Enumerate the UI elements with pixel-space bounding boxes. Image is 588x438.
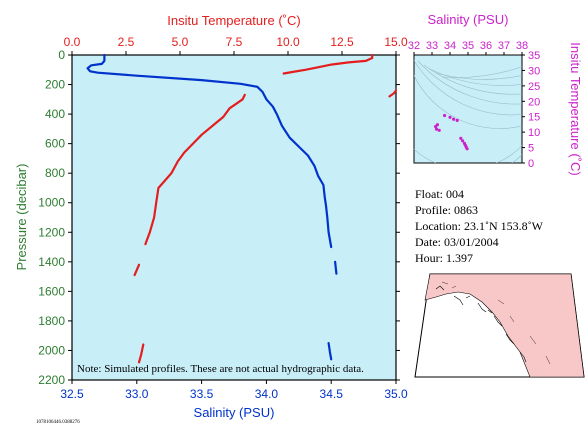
temperature-tick-label: 0.0 — [64, 35, 81, 49]
salinity-tick-label: 33.5 — [190, 387, 214, 401]
pressure-tick-label: 2200 — [38, 373, 65, 387]
ts-point — [434, 127, 439, 131]
ts-x-tick-label: 37 — [498, 40, 510, 52]
ts-y-tick-label: 5 — [528, 143, 534, 155]
salinity-tick-label: 34.0 — [255, 387, 279, 401]
salinity-tick-label: 34.5 — [320, 387, 344, 401]
density-contour — [414, 145, 522, 163]
salinity-tick-label: 33.0 — [125, 387, 149, 401]
temperature-tick-label: 12.5 — [330, 35, 354, 49]
pressure-tick-label: 400 — [45, 107, 65, 121]
pressure-tick-label: 1600 — [38, 284, 65, 298]
ts-point — [461, 139, 465, 143]
ts-point — [434, 125, 438, 129]
ts-point — [459, 136, 463, 140]
temperature-profile-line — [282, 53, 374, 75]
map-inland-lines — [441, 281, 551, 365]
ts-y-tick-label: 30 — [528, 65, 540, 77]
density-contour — [414, 59, 522, 116]
footer-id: 1078106446.0388276 — [36, 420, 80, 425]
pressure-tick-label: 2000 — [38, 343, 65, 357]
ts-axes: 32 33 34 35 36 37 38 0 5 10 15 20 25 30 35 — [408, 40, 540, 170]
profile-series — [86, 53, 398, 364]
location: Location: 23.1˚N 153.8˚W — [415, 219, 543, 233]
salinity-profile-line — [86, 53, 259, 88]
salinity-tick-label: 35.0 — [384, 387, 408, 401]
ts-point — [452, 117, 456, 121]
ts-y-tick-label: 20 — [528, 96, 540, 108]
ts-y-tick-label: 35 — [528, 50, 540, 62]
profile-axes: 0 200 400 600 800 1000 1200 1400 1600 1800 2000 220… — [38, 35, 408, 401]
density-contour — [423, 64, 522, 95]
temperature-tick-label: 2.5 — [118, 35, 135, 49]
ts-plot-area — [413, 54, 523, 164]
density-contour — [417, 60, 522, 105]
density-contour — [441, 66, 522, 78]
temperature-profile-line — [137, 343, 145, 364]
pressure-tick-label: 600 — [45, 137, 65, 151]
bottom-axis-label: Salinity (PSU) — [194, 405, 275, 420]
density-contour — [429, 68, 522, 86]
density-contours — [414, 59, 522, 163]
pressure-tick-label: 800 — [45, 166, 65, 180]
ts-x-tick-label: 35 — [462, 40, 474, 52]
top-axis-label: Insitu Temperature (˚C) — [167, 13, 300, 28]
ts-x-tick-label: 34 — [444, 40, 456, 52]
salinity-profile-line — [327, 342, 333, 361]
profile-number: Profile: 0863 — [415, 203, 478, 217]
float-info: Float: 004 Profile: 0863 Location: 23.1˚… — [415, 186, 585, 266]
temperature-tick-label: 5.0 — [172, 35, 189, 49]
salinity-profile-line — [256, 85, 333, 249]
ts-point — [448, 115, 452, 119]
pressure-tick-label: 1800 — [38, 314, 65, 328]
float-id: Float: 004 — [415, 187, 465, 201]
salinity-profile-line — [334, 260, 338, 275]
pressure-tick-label: 1200 — [38, 225, 65, 239]
pressure-tick-label: 1000 — [38, 196, 65, 210]
temperature-profile-line — [144, 93, 246, 246]
ts-x-tick-label: 32 — [408, 40, 420, 52]
pressure-tick-label: 200 — [45, 78, 65, 92]
ts-title: Salinity (PSU) — [428, 12, 509, 27]
ts-points — [434, 113, 469, 151]
ts-y-tick-label: 15 — [528, 112, 540, 124]
ts-x-tick-label: 33 — [426, 40, 438, 52]
density-contour — [414, 74, 522, 129]
ts-point — [465, 147, 469, 151]
salinity-tick-label: 32.5 — [60, 387, 84, 401]
ts-point — [443, 113, 447, 118]
ts-point — [437, 128, 441, 132]
pressure-axis-label: Pressure (decibar) — [14, 164, 29, 271]
ts-y-tick-label: 0 — [528, 158, 534, 170]
map-coastline-detail — [435, 285, 527, 363]
pressure-tick-label: 1400 — [38, 255, 65, 269]
ts-x-tick-label: 38 — [516, 40, 528, 52]
temperature-tick-label: 7.5 — [226, 35, 243, 49]
map-land — [424, 273, 585, 378]
temperature-tick-label: 15.0 — [384, 35, 408, 49]
ts-y-tick-label: 10 — [528, 127, 540, 139]
pressure-tick-label: 0 — [58, 48, 65, 62]
profile-plot-area — [71, 54, 397, 381]
hour: Hour: 1.397 — [415, 251, 473, 265]
density-contour — [435, 72, 522, 80]
temperature-profile-line — [133, 263, 141, 277]
ts-y-tick-label: 25 — [528, 81, 540, 93]
temperature-tick-label: 10.0 — [276, 35, 300, 49]
location-map — [414, 273, 585, 378]
ts-y-label: Insitu Temperature (˚C) — [568, 42, 583, 175]
date: Date: 03/01/2004 — [415, 235, 499, 249]
density-contour — [414, 154, 522, 163]
ts-point — [455, 118, 459, 122]
temperature-profile-line — [388, 89, 398, 98]
ts-x-tick-label: 36 — [480, 40, 492, 52]
simulated-note: Note: Simulated profiles. These are not … — [77, 363, 364, 375]
